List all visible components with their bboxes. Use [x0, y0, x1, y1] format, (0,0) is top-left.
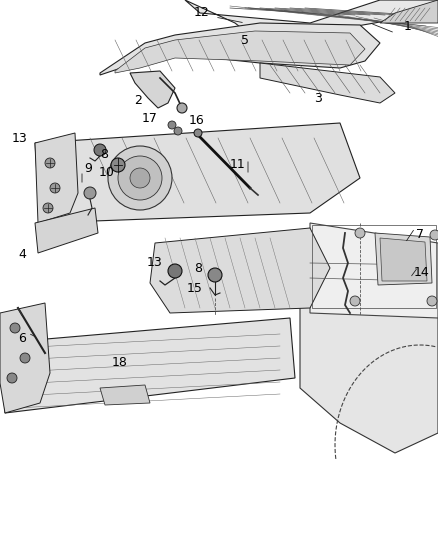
Polygon shape	[35, 133, 78, 223]
Circle shape	[168, 264, 182, 278]
Circle shape	[208, 268, 222, 282]
Circle shape	[43, 203, 53, 213]
Circle shape	[355, 228, 365, 238]
Polygon shape	[380, 0, 438, 23]
Text: 14: 14	[414, 266, 430, 279]
Polygon shape	[100, 23, 380, 75]
Text: 18: 18	[112, 357, 128, 369]
Polygon shape	[100, 385, 150, 405]
Text: 7: 7	[416, 229, 424, 241]
Text: 12: 12	[194, 6, 210, 20]
Text: 15: 15	[187, 281, 203, 295]
Text: 4: 4	[18, 248, 26, 262]
Circle shape	[168, 121, 176, 129]
Circle shape	[194, 129, 202, 137]
Polygon shape	[150, 228, 330, 313]
Text: 16: 16	[189, 115, 205, 127]
Circle shape	[118, 156, 162, 200]
Text: 13: 13	[12, 132, 28, 144]
Text: 3: 3	[314, 92, 322, 104]
Text: 8: 8	[100, 149, 108, 161]
Circle shape	[45, 158, 55, 168]
Circle shape	[427, 296, 437, 306]
Text: 9: 9	[84, 161, 92, 174]
Circle shape	[50, 183, 60, 193]
Polygon shape	[375, 233, 432, 285]
Polygon shape	[0, 318, 295, 413]
Circle shape	[430, 230, 438, 240]
Text: 17: 17	[142, 111, 158, 125]
Circle shape	[84, 187, 96, 199]
Circle shape	[350, 296, 360, 306]
Polygon shape	[185, 0, 438, 43]
Polygon shape	[35, 208, 98, 253]
Text: 6: 6	[18, 332, 26, 344]
Circle shape	[174, 127, 182, 135]
Polygon shape	[300, 248, 438, 453]
Circle shape	[177, 103, 187, 113]
Text: 11: 11	[230, 158, 246, 172]
Circle shape	[7, 373, 17, 383]
Text: 8: 8	[194, 262, 202, 274]
Polygon shape	[310, 223, 438, 318]
Polygon shape	[35, 123, 360, 223]
Circle shape	[108, 146, 172, 210]
Polygon shape	[0, 303, 50, 413]
Text: 2: 2	[134, 94, 142, 108]
Polygon shape	[260, 63, 395, 103]
Polygon shape	[130, 71, 175, 108]
Circle shape	[111, 158, 125, 172]
Circle shape	[130, 168, 150, 188]
Text: 5: 5	[241, 35, 249, 47]
Polygon shape	[380, 238, 427, 281]
Text: 13: 13	[147, 256, 163, 270]
Text: 10: 10	[99, 166, 115, 180]
Circle shape	[10, 323, 20, 333]
Text: 1: 1	[404, 20, 412, 34]
Circle shape	[94, 144, 106, 156]
Circle shape	[20, 353, 30, 363]
Polygon shape	[115, 31, 365, 73]
